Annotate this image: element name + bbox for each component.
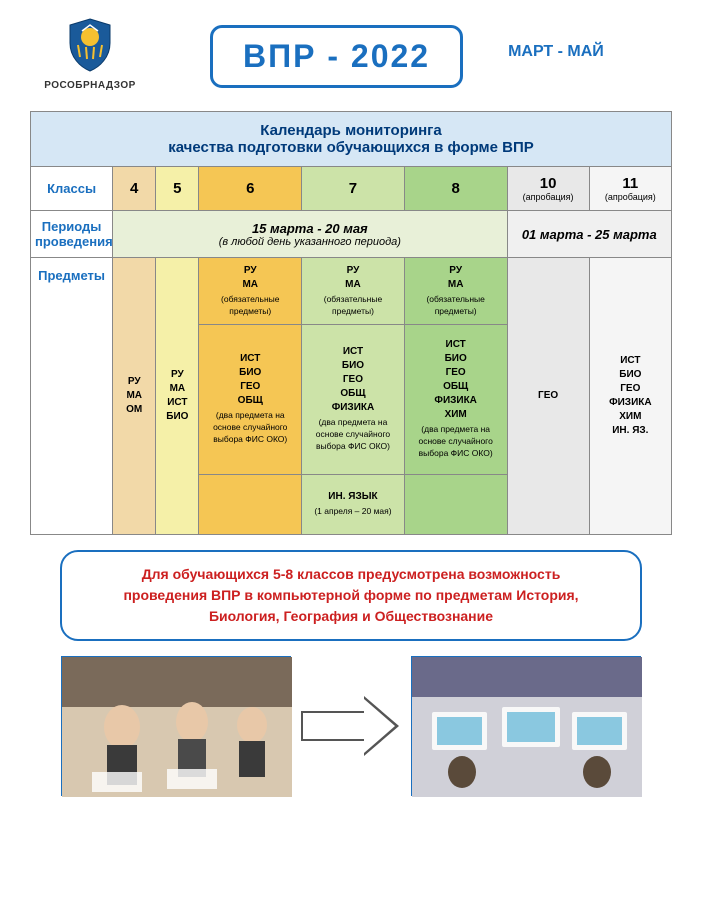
period-2: 01 марта - 25 марта xyxy=(507,211,671,258)
classes-label: Классы xyxy=(31,167,113,211)
grade-11: 11 (апробация) xyxy=(589,167,671,211)
photos-row xyxy=(30,656,672,796)
arrow-icon xyxy=(301,696,401,756)
periods-label: Периоды проведения xyxy=(31,211,113,258)
photo-paper-exam xyxy=(61,656,291,796)
grade-10: 10 (апробация) xyxy=(507,167,589,211)
subjects-g4: РУ МА ОМ xyxy=(113,258,156,535)
grades-row: Классы 4 5 6 7 8 10 (апробация) 11 (апро… xyxy=(31,167,672,211)
grade-6: 6 xyxy=(199,167,302,211)
periods-row: Периоды проведения 15 марта - 20 мая (в … xyxy=(31,211,672,258)
subjects-g7-r2: ИСТ БИО ГЕО ОБЩ ФИЗИКА (два предмета на … xyxy=(302,324,405,474)
title-box: ВПР - 2022 xyxy=(210,25,463,88)
grade-4: 4 xyxy=(113,167,156,211)
subjects-row-1: Предметы РУ МА ОМ РУ МА ИСТ БИО РУ МА (о… xyxy=(31,258,672,325)
grade-8: 8 xyxy=(404,167,507,211)
grade-7: 7 xyxy=(302,167,405,211)
subjects-g8-r2: ИСТ БИО ГЕО ОБЩ ФИЗИКА ХИМ (два предмета… xyxy=(404,324,507,474)
page-header: РОСОБРНАДЗОР ВПР - 2022 МАРТ - МАЙ xyxy=(30,15,672,91)
subjects-label: Предметы xyxy=(31,258,113,535)
main-title: ВПР - 2022 xyxy=(243,38,430,75)
period-subtitle: МАРТ - МАЙ xyxy=(508,43,604,61)
logo-label: РОСОБРНАДЗОР xyxy=(30,80,150,91)
subjects-g6-r2: ИСТ БИО ГЕО ОБЩ (два предмета на основе … xyxy=(199,324,302,474)
calendar-table: Календарь мониторинга качества подготовк… xyxy=(30,111,672,535)
subjects-g5: РУ МА ИСТ БИО xyxy=(156,258,199,535)
subjects-g6-r1: РУ МА (обязательные предметы) xyxy=(199,258,302,325)
info-text: Для обучающихся 5-8 классов предусмотрен… xyxy=(102,564,600,627)
photo-computer-exam xyxy=(411,656,641,796)
period-1: 15 марта - 20 мая (в любой день указанно… xyxy=(113,211,507,258)
logo-block: РОСОБРНАДЗОР xyxy=(30,15,150,91)
subjects-g8-r1: РУ МА (обязательные предметы) xyxy=(404,258,507,325)
subjects-g11: ИСТ БИО ГЕО ФИЗИКА ХИМ ИН. ЯЗ. xyxy=(589,258,671,535)
info-box: Для обучающихся 5-8 классов предусмотрен… xyxy=(60,550,642,641)
rosobrnadzor-logo-icon xyxy=(60,15,120,75)
subjects-g8-r3 xyxy=(404,474,507,534)
calendar-title-2: качества подготовки обучающихся в форме … xyxy=(36,139,666,156)
calendar-header-row: Календарь мониторинга качества подготовк… xyxy=(31,112,672,167)
subjects-g7-r1: РУ МА (обязательные предметы) xyxy=(302,258,405,325)
subjects-g7-r3: ИН. ЯЗЫК (1 апреля – 20 мая) xyxy=(302,474,405,534)
subjects-g10: ГЕО xyxy=(507,258,589,535)
grade-5: 5 xyxy=(156,167,199,211)
calendar-title-1: Календарь мониторинга xyxy=(36,122,666,139)
subjects-g6-r3 xyxy=(199,474,302,534)
calendar-title-cell: Календарь мониторинга качества подготовк… xyxy=(31,112,672,167)
